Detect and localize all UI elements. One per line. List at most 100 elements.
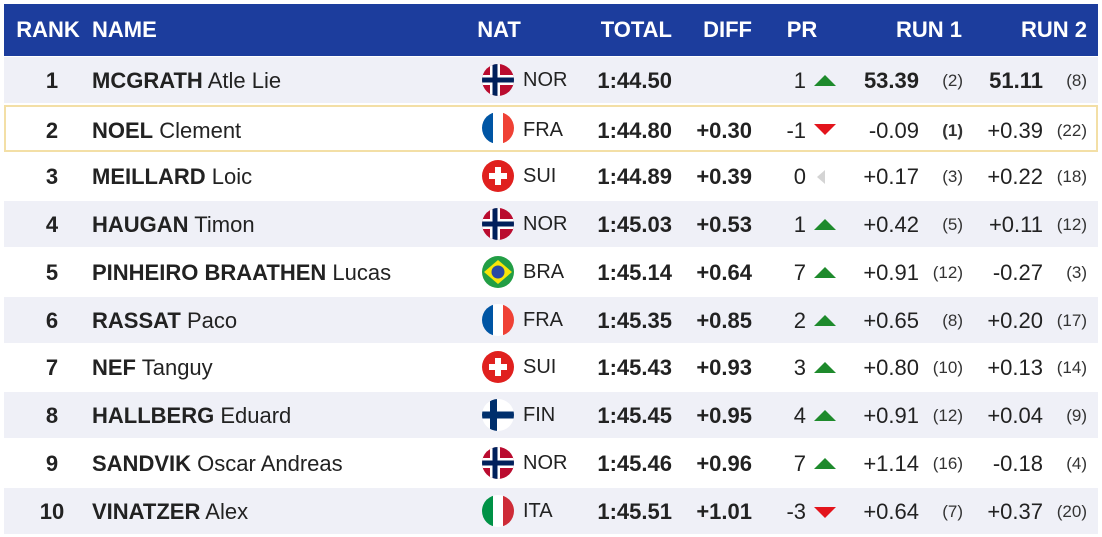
run2-rank: (20) [1056, 502, 1087, 522]
athlete-name: MEILLARD Loic [92, 153, 252, 200]
athlete-name: NOEL Clement [92, 107, 241, 154]
run1-time: 53.39 [863, 68, 919, 93]
trend-arrow [814, 266, 836, 278]
result-row: 10 VINATZER Alex ITA 1:45.51 +1.01 -3 +0.64 (7)… [4, 488, 1098, 536]
total-time: 1:45.35 [597, 307, 672, 333]
run1-time: +0.42 [863, 211, 919, 237]
surname: VINATZER [92, 499, 201, 525]
given-name: Oscar Andreas [197, 451, 343, 477]
surname: PINHEIRO BRAATHEN [92, 259, 327, 285]
column-header: PR [786, 17, 818, 42]
run1-time: +0.91 [863, 259, 919, 285]
given-name: Timon [194, 211, 255, 237]
given-name: Lucas [332, 259, 392, 285]
run2-rank: (4) [1066, 454, 1087, 474]
trend-arrow [814, 507, 836, 519]
total-time: 1:44.50 [597, 68, 672, 93]
run2-time: +0.39 [987, 117, 1043, 143]
run2-time: +0.11 [988, 211, 1043, 237]
time-diff: +0.95 [696, 403, 752, 429]
given-name: Paco [186, 307, 238, 333]
total-time: 1:44.89 [597, 163, 672, 189]
position-change: 0 [793, 163, 806, 189]
column-header: DIFF [703, 17, 752, 42]
flag [482, 160, 514, 192]
run2-rank: (3) [1066, 262, 1087, 282]
result-row: 4 HAUGAN Timon NOR 1:45.03 +0.53 1 +0.42 (5) +0.… [4, 200, 1098, 248]
run1-time: +0.65 [863, 307, 919, 333]
trend-arrow [814, 314, 836, 326]
result-row: 1 MCGRATH Atle Lie NOR 1:44.50 1 53.39 (2) 51.1… [4, 57, 1098, 104]
rank: 7 [45, 355, 59, 381]
athlete-name: SANDVIK Oscar Andreas [92, 440, 343, 487]
header-row: RANK NAME NAT TOTAL DIFF PR RUN 1 RUN 2 [4, 4, 1098, 56]
flag [482, 351, 514, 383]
run1-rank: (2) [942, 71, 963, 90]
athlete-name: VINATZER Alex [92, 488, 248, 535]
column-header: RUN 1 [895, 17, 962, 42]
time-diff: +1.01 [696, 499, 752, 525]
rank: 9 [45, 451, 59, 477]
time-diff: +0.39 [696, 163, 752, 189]
run2-time: +0.04 [987, 403, 1043, 429]
rank: 5 [45, 259, 59, 285]
surname: NOEL [92, 117, 154, 143]
athlete-name: HAUGAN Timon [92, 201, 255, 248]
surname: MCGRATH [92, 68, 203, 93]
time-diff: +0.85 [696, 307, 752, 333]
total-time: 1:45.14 [597, 259, 672, 285]
given-name: Loic [211, 163, 253, 189]
run1-rank: (12) [932, 406, 963, 426]
run2-rank: (12) [1056, 214, 1087, 234]
rank: 3 [45, 163, 59, 189]
athlete-name: NEF Tanguy [92, 344, 213, 391]
total-time: 1:45.03 [597, 211, 672, 237]
run1-rank: (16) [932, 454, 963, 474]
column-header: NAME [92, 17, 157, 42]
run2-rank: (18) [1056, 166, 1087, 186]
position-change: 3 [793, 355, 806, 381]
run1-time: +0.80 [863, 355, 919, 381]
run1-time: +0.64 [863, 499, 919, 525]
flag [482, 64, 514, 96]
time-diff: +0.64 [696, 259, 752, 285]
athlete-name: MCGRATH Atle Lie [92, 57, 281, 104]
rank: 2 [45, 117, 59, 143]
total-time: 1:45.43 [597, 355, 672, 381]
surname: MEILLARD [92, 163, 206, 189]
run1-rank: (7) [942, 502, 963, 522]
nation: SUI [523, 356, 557, 379]
given-name: Tanguy [141, 355, 213, 381]
run2-rank: (22) [1056, 120, 1087, 140]
trend-arrow [814, 218, 836, 230]
total-time: 1:44.80 [597, 117, 672, 143]
nation: NOR [523, 212, 568, 235]
athlete-name: RASSAT Paco [92, 297, 237, 344]
rank: 4 [45, 211, 59, 237]
given-name: Alex [205, 499, 249, 525]
run1-time: -0.09 [868, 117, 919, 143]
run1-rank: (1) [942, 120, 963, 140]
flag [482, 495, 514, 527]
result-row: 9 SANDVIK Oscar Andreas NOR 1:45.46 +0.96 7 +1… [4, 440, 1098, 488]
trend-arrow [814, 362, 836, 374]
result-row: 5 PINHEIRO BRAATHEN Lucas BRA 1:45.14 +0.64 7… [4, 248, 1098, 296]
run2-time: +0.13 [987, 355, 1043, 381]
result-row: 3 MEILLARD Loic SUI 1:44.89 +0.39 0 +0.17 (3) +0… [4, 152, 1098, 200]
time-diff: +0.96 [696, 451, 752, 477]
surname: RASSAT [92, 307, 181, 333]
given-name: Eduard [220, 403, 292, 429]
rank: 8 [45, 403, 59, 429]
time-diff: +0.93 [696, 355, 752, 381]
run1-rank: (10) [932, 358, 963, 378]
run2-time: +0.37 [987, 499, 1043, 525]
flag [482, 399, 514, 431]
total-time: 1:45.46 [597, 451, 672, 477]
flag [482, 256, 514, 288]
run1-time: +1.14 [863, 451, 919, 477]
nation: SUI [523, 164, 557, 187]
trend-arrow [814, 123, 836, 135]
column-header: RUN 2 [1020, 17, 1087, 42]
nation: NOR [523, 452, 568, 475]
flag [482, 304, 514, 336]
